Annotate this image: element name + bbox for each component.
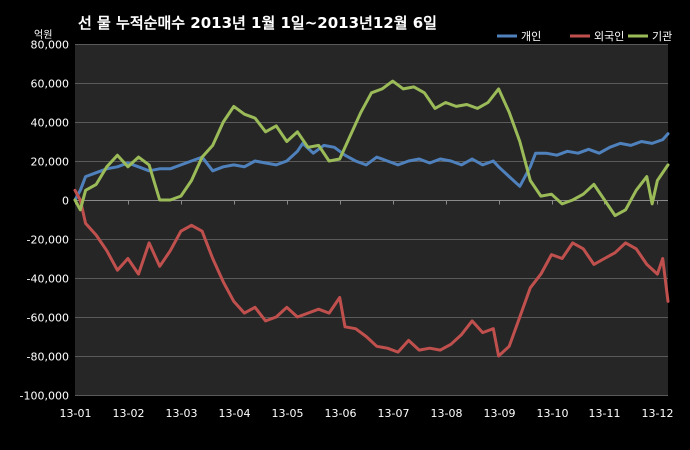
y-axis-unit: 억원 [34,29,52,41]
series-line-0 [73,132,670,202]
x-tick-label: 13-07 [378,407,410,420]
legend-label-0: 개인 [521,30,541,43]
y-tick-label: 60,000 [31,78,70,91]
y-tick-label: -80,000 [27,351,69,364]
y-tick-label: 80,000 [31,39,70,52]
x-tick-label: 13-12 [642,407,674,420]
plot-background [75,44,668,395]
series-line-1 [73,188,670,358]
x-tick-label: 13-02 [113,407,145,420]
y-tick-label: 0 [62,195,69,208]
x-tick-label: 13-11 [589,407,621,420]
x-tick-label: 13-10 [537,407,569,420]
x-tick-label: 13-09 [484,407,516,420]
y-tick-label: -100,000 [20,390,69,403]
chart-title: 선 물 누적순매수 2013년 1월 1일~2013년12월 6일 [78,14,437,32]
x-tick-label: 13-03 [166,407,198,420]
legend-label-1: 외국인 [594,30,624,43]
x-tick-label: 13-08 [431,407,463,420]
legend-label-2: 기관 [652,30,672,43]
x-tick-label: 13-05 [272,407,304,420]
plot-area [75,44,668,395]
y-tick-label: 20,000 [31,156,70,169]
y-tick-label: -40,000 [27,273,69,286]
series-line-2 [73,79,670,218]
y-tick-label: -60,000 [27,312,69,325]
legend: 개인 외국인 기관 [497,30,672,43]
x-tick-label: 13-04 [219,407,251,420]
y-tick-label: -20,000 [27,234,69,247]
x-tick-label: 13-06 [325,407,357,420]
y-tick-label: 40,000 [31,117,70,130]
series-lines [73,79,670,358]
x-tick-label: 13-01 [60,407,92,420]
axes: -100,000 -80,000 -60,000 -40,000 -20,000 0 20,… [20,39,674,421]
